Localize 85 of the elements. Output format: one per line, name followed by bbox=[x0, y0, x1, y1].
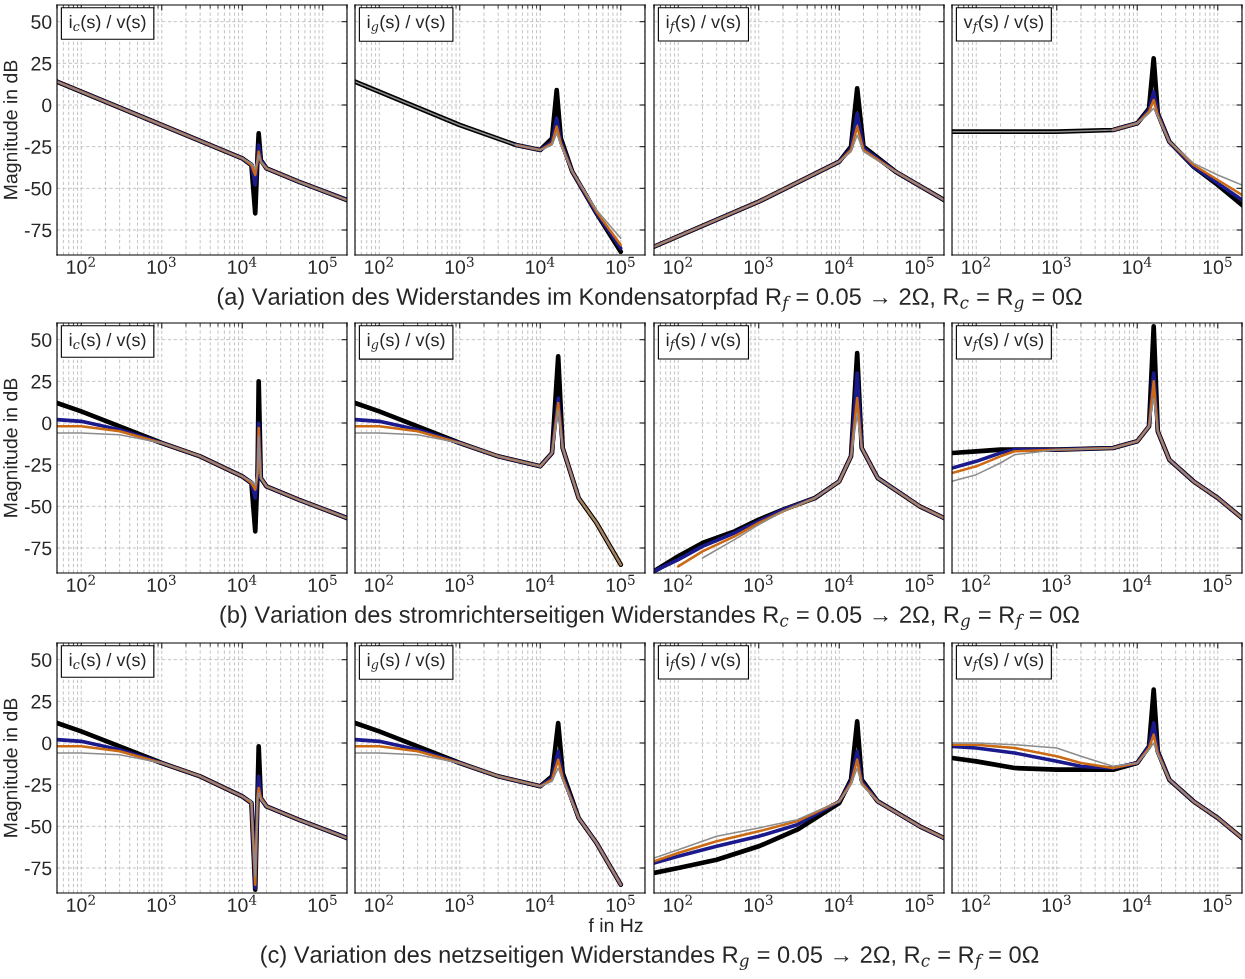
annotation: i$_{c}$(s) / v(s) bbox=[69, 653, 146, 670]
y-tick-label: -25 bbox=[24, 140, 52, 154]
x-tick-label: 10$^{4}$ bbox=[825, 256, 854, 275]
x-tick-label: 10$^{4}$ bbox=[228, 574, 257, 593]
annotation: i$_{f}$(s) / v(s) bbox=[666, 653, 740, 672]
text: (a) Variation des Widerstandes im Kondensatorpfad R$_{f}$ = 0.05 → 2Ω, R$_{c}$ = R$_{g}$ = 0Ω bbox=[217, 287, 1082, 313]
x-tick-label: 10$^{5}$ bbox=[1203, 256, 1232, 275]
x-tick-label: 10$^{5}$ bbox=[308, 574, 337, 593]
x-tick-label: 10$^{2}$ bbox=[664, 256, 692, 275]
annotation: v$_{f}$(s) / v(s) bbox=[963, 333, 1043, 352]
y-axis-title: Magnitude in dB bbox=[3, 378, 22, 517]
x-tick-label: 10$^{5}$ bbox=[308, 894, 337, 913]
y-axis-title: Magnitude in dB bbox=[3, 698, 22, 837]
x-tick-label: 10$^{3}$ bbox=[744, 574, 773, 593]
x-tick-label: 10$^{3}$ bbox=[744, 256, 773, 275]
x-tick-label: 10$^{3}$ bbox=[1042, 256, 1071, 275]
x-tick-label: 10$^{2}$ bbox=[67, 256, 95, 275]
y-tick-label: 25 bbox=[31, 56, 52, 71]
x-tick-label: 10$^{2}$ bbox=[365, 894, 393, 913]
text: (b) Variation des stromrichterseitigen Widerstandes R$_{c}$ = 0.05 → 2Ω, R$_{g}$ = R$_{f}$ = 0Ω bbox=[220, 605, 1079, 631]
x-tick-label: 10$^{4}$ bbox=[1123, 574, 1152, 593]
x-tick-label: 10$^{2}$ bbox=[365, 256, 393, 275]
x-tick-label: 10$^{2}$ bbox=[365, 574, 393, 593]
x-tick-label: 10$^{5}$ bbox=[905, 574, 934, 593]
x-tick-label: 10$^{3}$ bbox=[445, 256, 474, 275]
x-tick-label: 10$^{3}$ bbox=[1042, 894, 1071, 913]
x-tick-label: 10$^{2}$ bbox=[67, 894, 95, 913]
x-tick-label: 10$^{3}$ bbox=[445, 894, 474, 913]
x-tick-label: 10$^{5}$ bbox=[606, 894, 635, 913]
x-tick-label: 10$^{4}$ bbox=[228, 256, 257, 275]
x-tick-label: 10$^{4}$ bbox=[526, 894, 555, 913]
annotation: i$_{c}$(s) / v(s) bbox=[69, 333, 146, 350]
y-tick-label: 25 bbox=[31, 694, 52, 709]
x-tick-label: 10$^{3}$ bbox=[445, 574, 474, 593]
y-axis-title: Magnitude in dB bbox=[3, 60, 22, 199]
x-tick-label: 10$^{4}$ bbox=[1123, 894, 1152, 913]
x-tick-label: 10$^{2}$ bbox=[664, 894, 692, 913]
y-tick-label: -75 bbox=[24, 223, 52, 238]
y-tick-label: 25 bbox=[31, 374, 52, 389]
x-tick-label: 10$^{4}$ bbox=[228, 894, 257, 913]
y-tick-label: -50 bbox=[24, 181, 52, 196]
x-tick-label: 10$^{5}$ bbox=[308, 256, 337, 275]
x-axis-title: f in Hz bbox=[588, 918, 643, 933]
x-tick-label: 10$^{3}$ bbox=[744, 894, 773, 913]
y-tick-label: 0 bbox=[42, 416, 52, 431]
y-tick-label: 0 bbox=[42, 736, 52, 751]
x-tick-label: 10$^{5}$ bbox=[905, 256, 934, 275]
x-tick-label: 10$^{4}$ bbox=[825, 894, 854, 913]
y-tick-label: 50 bbox=[31, 653, 52, 667]
y-tick-label: -25 bbox=[24, 458, 52, 472]
annotation: v$_{f}$(s) / v(s) bbox=[963, 653, 1043, 672]
x-tick-label: 10$^{4}$ bbox=[1123, 256, 1152, 275]
y-tick-label: 50 bbox=[31, 333, 52, 347]
x-tick-label: 10$^{5}$ bbox=[606, 574, 635, 593]
x-tick-label: 10$^{2}$ bbox=[962, 894, 990, 913]
x-tick-label: 10$^{4}$ bbox=[825, 574, 854, 593]
x-tick-label: 10$^{2}$ bbox=[962, 574, 990, 593]
x-tick-label: 10$^{3}$ bbox=[147, 894, 176, 913]
x-tick-label: 10$^{5}$ bbox=[606, 256, 635, 275]
annotation: i$_{c}$(s) / v(s) bbox=[69, 15, 146, 32]
y-tick-label: -75 bbox=[24, 541, 52, 556]
annotation: i$_{f}$(s) / v(s) bbox=[666, 333, 740, 352]
y-tick-label: -50 bbox=[24, 819, 52, 834]
y-tick-label: -50 bbox=[24, 499, 52, 514]
x-tick-label: 10$^{4}$ bbox=[526, 574, 555, 593]
x-tick-label: 10$^{3}$ bbox=[147, 574, 176, 593]
y-tick-label: -75 bbox=[24, 861, 52, 876]
x-tick-label: 10$^{2}$ bbox=[67, 574, 95, 593]
x-tick-label: 10$^{3}$ bbox=[147, 256, 176, 275]
annotation: i$_{g}$(s) / v(s) bbox=[367, 653, 445, 672]
annotation: i$_{g}$(s) / v(s) bbox=[367, 333, 445, 352]
x-tick-label: 10$^{2}$ bbox=[962, 256, 990, 275]
y-tick-label: 0 bbox=[42, 98, 52, 113]
y-tick-label: 50 bbox=[31, 15, 52, 29]
x-tick-label: 10$^{5}$ bbox=[1203, 894, 1232, 913]
x-tick-label: 10$^{2}$ bbox=[664, 574, 692, 593]
x-tick-label: 10$^{5}$ bbox=[905, 894, 934, 913]
annotation: i$_{g}$(s) / v(s) bbox=[367, 15, 445, 34]
y-tick-label: -25 bbox=[24, 778, 52, 792]
x-tick-label: 10$^{4}$ bbox=[526, 256, 555, 275]
annotation: v$_{f}$(s) / v(s) bbox=[963, 15, 1043, 34]
text: (c) Variation des netzseitigen Widerstandes R$_{g}$ = 0.05 → 2Ω, R$_{c}$ = R$_{f}$ = 0Ω bbox=[261, 945, 1039, 971]
annotation: i$_{f}$(s) / v(s) bbox=[666, 15, 740, 34]
x-tick-label: 10$^{3}$ bbox=[1042, 574, 1071, 593]
x-tick-label: 10$^{5}$ bbox=[1203, 574, 1232, 593]
